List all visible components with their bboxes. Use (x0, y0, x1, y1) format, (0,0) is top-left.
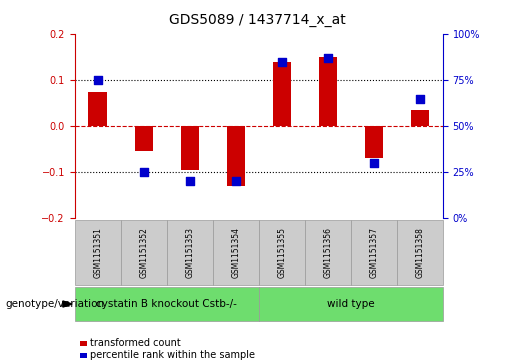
Text: GSM1151356: GSM1151356 (323, 227, 332, 278)
Text: GSM1151351: GSM1151351 (93, 227, 102, 278)
Bar (227, 126, 245, 186)
Text: wild type: wild type (327, 299, 374, 309)
Bar (410, 110, 429, 126)
Bar (365, 126, 383, 158)
Text: GSM1151355: GSM1151355 (277, 227, 286, 278)
Text: GSM1151352: GSM1151352 (139, 227, 148, 278)
Text: GSM1151353: GSM1151353 (185, 227, 194, 278)
Point (94, 77, 102, 83)
Point (232, 178, 240, 184)
Point (370, 160, 378, 166)
Bar (319, 57, 337, 126)
Text: GSM1151357: GSM1151357 (369, 227, 379, 278)
Bar (272, 62, 291, 126)
Point (185, 178, 194, 184)
Text: GSM1151354: GSM1151354 (231, 227, 241, 278)
Point (278, 59, 286, 65)
Text: cystatin B knockout Cstb-/-: cystatin B knockout Cstb-/- (96, 299, 237, 309)
Text: genotype/variation: genotype/variation (5, 299, 104, 309)
Point (140, 169, 148, 175)
Text: transformed count: transformed count (90, 338, 181, 348)
Bar (181, 126, 199, 170)
Text: percentile rank within the sample: percentile rank within the sample (90, 350, 255, 360)
Point (324, 56, 332, 61)
Point (416, 96, 424, 102)
Bar (89, 92, 107, 126)
Text: GSM1151358: GSM1151358 (416, 227, 424, 278)
Bar (134, 126, 153, 151)
Text: GDS5089 / 1437714_x_at: GDS5089 / 1437714_x_at (169, 13, 346, 27)
